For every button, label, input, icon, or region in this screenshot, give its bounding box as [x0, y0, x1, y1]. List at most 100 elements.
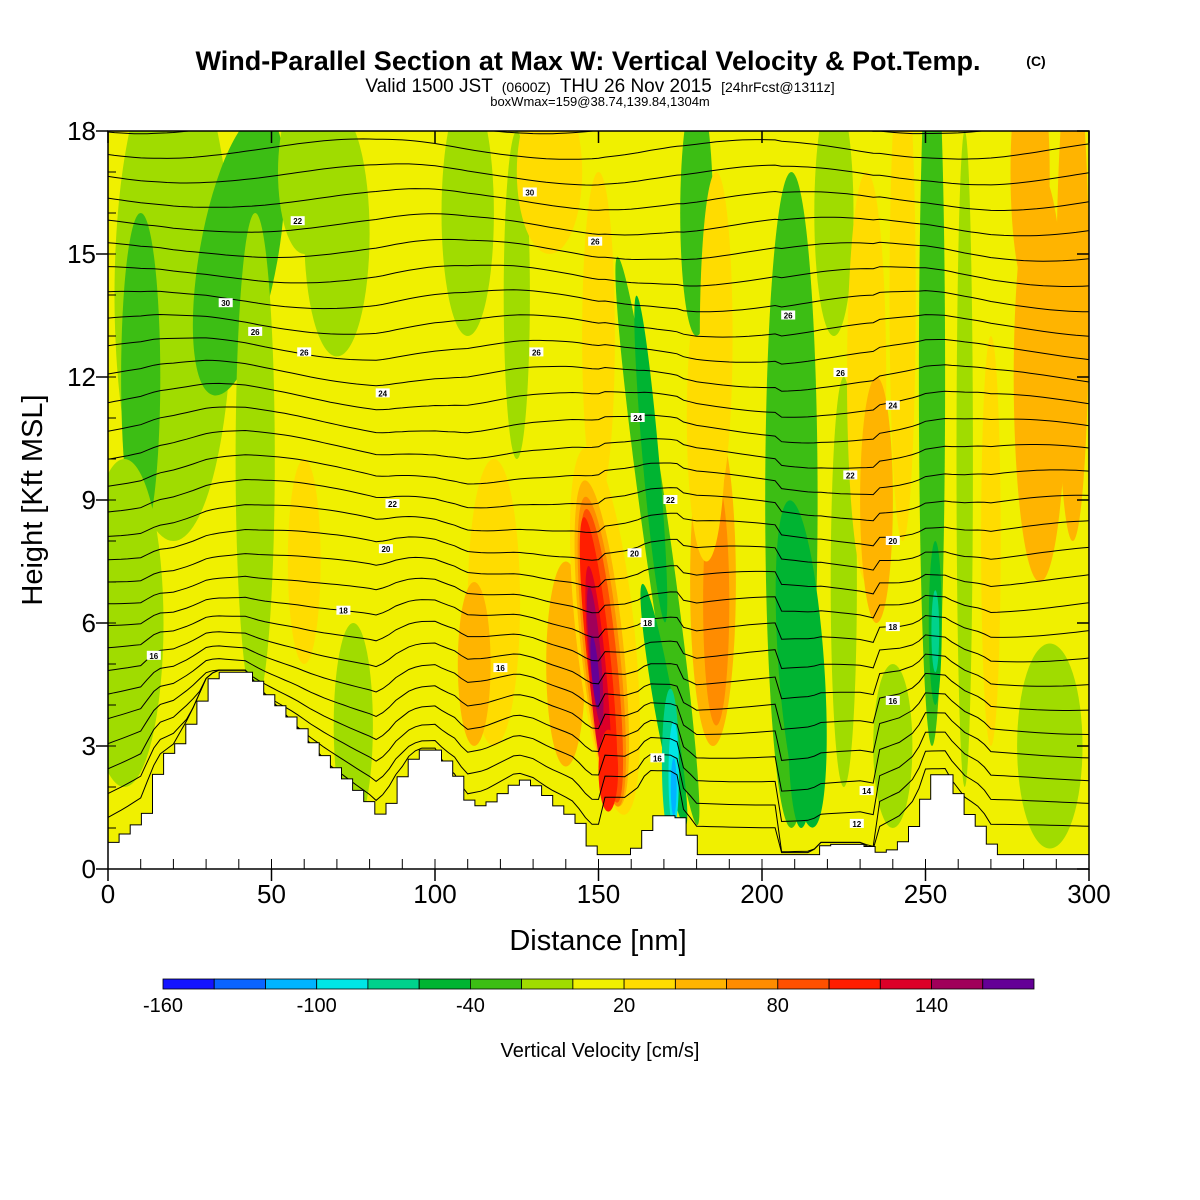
svg-text:26: 26 [532, 348, 541, 357]
colorbar-tick-label: 140 [915, 995, 948, 1017]
colorbar-tick-label: -160 [143, 995, 183, 1017]
valid-time-line: Valid 1500 JST (0600Z) THU 26 Nov 2015 [… [365, 76, 834, 97]
colorbar-swatch [623, 978, 676, 990]
velocity-region [814, 131, 854, 336]
box-info: boxWmax=159@38.74,139.84,1304m [490, 94, 710, 109]
velocity-region [788, 623, 815, 828]
theta-contour [108, 575, 1089, 619]
theta-contour-label: 16 [493, 663, 508, 673]
colorbar-swatch [469, 978, 522, 990]
colorbar-tick-label: -100 [297, 995, 337, 1017]
svg-text:18: 18 [643, 619, 652, 628]
colorbar-swatch [726, 978, 779, 990]
theta-contour-label: 14 [859, 786, 874, 796]
colorbar-tick-label: 80 [767, 995, 789, 1017]
svg-text:30: 30 [221, 299, 230, 308]
colorbar-swatch [828, 978, 881, 990]
theta-contour [108, 631, 1089, 700]
x-tick-label: 150 [577, 879, 620, 909]
theta-contour [108, 337, 1089, 365]
svg-text:26: 26 [300, 348, 309, 357]
velocity-region [889, 131, 916, 541]
theta-contour-label: 26 [781, 310, 796, 321]
colorbar-swatch [213, 978, 266, 990]
colorbar-swatch [162, 978, 215, 990]
velocity-region [333, 623, 373, 828]
theta-contour [108, 658, 1089, 761]
velocity-region [235, 213, 275, 705]
y-tick-label: 18 [67, 116, 96, 146]
colorbar-swatch [316, 978, 369, 990]
colorbar-swatch [265, 978, 318, 990]
theta-contour-label: 30 [218, 298, 233, 308]
svg-text:22: 22 [293, 217, 302, 226]
velocity-region [192, 131, 285, 396]
y-axis-label: Height [Kft MSL] [17, 394, 49, 605]
theta-contour [108, 138, 1089, 160]
velocity-region [931, 590, 940, 673]
colorbar-swatch [521, 978, 574, 990]
theta-contour [108, 163, 1089, 186]
velocity-region [860, 377, 893, 623]
velocity-field [108, 131, 1089, 869]
theta-contour-label: 20 [627, 548, 642, 558]
valid-utc: (0600Z) [502, 79, 551, 95]
svg-text:26: 26 [784, 312, 793, 321]
svg-text:26: 26 [251, 328, 260, 337]
svg-text:18: 18 [339, 607, 348, 616]
theta-contour-labels: 16 18 20 22 24 26 26 30 22 30 26 26 16 18 20 22 24 26 26 24… [146, 187, 900, 829]
svg-text:26: 26 [836, 369, 845, 378]
theta-contour-label: 16 [885, 695, 900, 706]
colorbar-swatch [675, 978, 728, 990]
copyright-mark: (C) [1026, 53, 1045, 69]
x-tick-label: 250 [904, 879, 947, 909]
velocity-region [457, 582, 491, 746]
colorbar-label: Vertical Velocity [cm/s] [501, 1040, 700, 1062]
colorbar-tick-label: -40 [456, 995, 485, 1017]
svg-text:24: 24 [888, 402, 897, 411]
theta-contour [108, 382, 1089, 418]
theta-contour-label: 16 [146, 650, 161, 661]
svg-text:16: 16 [653, 754, 662, 763]
velocity-region [121, 213, 161, 541]
velocity-region [1010, 131, 1050, 295]
theta-contour-label: 24 [375, 388, 390, 398]
svg-text:16: 16 [888, 697, 897, 706]
svg-text:20: 20 [630, 549, 639, 558]
theta-contour-label: 26 [248, 326, 263, 337]
theta-contour-label: 26 [297, 347, 312, 357]
velocity-region [598, 729, 619, 812]
velocity-region [287, 459, 321, 664]
velocity-region [956, 131, 973, 787]
y-tick-label: 9 [82, 485, 96, 515]
theta-contour-label: 16 [650, 753, 665, 763]
theta-contour [108, 406, 1089, 444]
theta-contour-label: 18 [885, 622, 900, 632]
colorbar-swatch [879, 978, 932, 990]
svg-text:20: 20 [381, 545, 390, 554]
theta-contour-label: 20 [885, 536, 900, 546]
theta-contour [108, 504, 1089, 547]
theta-contour-label: 18 [336, 605, 351, 616]
velocity-region [590, 635, 601, 709]
colorbar: -160 -100 -40 20 80 140 [143, 978, 1035, 1017]
x-tick-label: 200 [740, 879, 783, 909]
svg-text:24: 24 [378, 389, 387, 398]
colorbar-tick-label: 20 [613, 995, 635, 1017]
theta-contour [108, 429, 1089, 469]
theta-contour [108, 645, 1089, 731]
velocity-region [582, 172, 615, 500]
velocity-region [981, 336, 1001, 746]
terrain [108, 671, 1089, 869]
colorbar-swatch [982, 978, 1035, 990]
velocity-region [1017, 643, 1083, 849]
theta-contour [108, 454, 1089, 496]
chart-title: Wind-Parallel Section at Max W: Vertical… [196, 46, 981, 76]
colorbar-swatch [367, 978, 420, 990]
theta-contour [108, 213, 1089, 237]
valid-prefix: Valid 1500 JST [365, 76, 493, 97]
forecast-info: [24hrFcst@1311z] [721, 79, 835, 95]
theta-contour-label: 26 [833, 367, 848, 378]
theta-contour-label: 24 [885, 400, 900, 411]
theta-contour-label: 30 [522, 187, 537, 198]
